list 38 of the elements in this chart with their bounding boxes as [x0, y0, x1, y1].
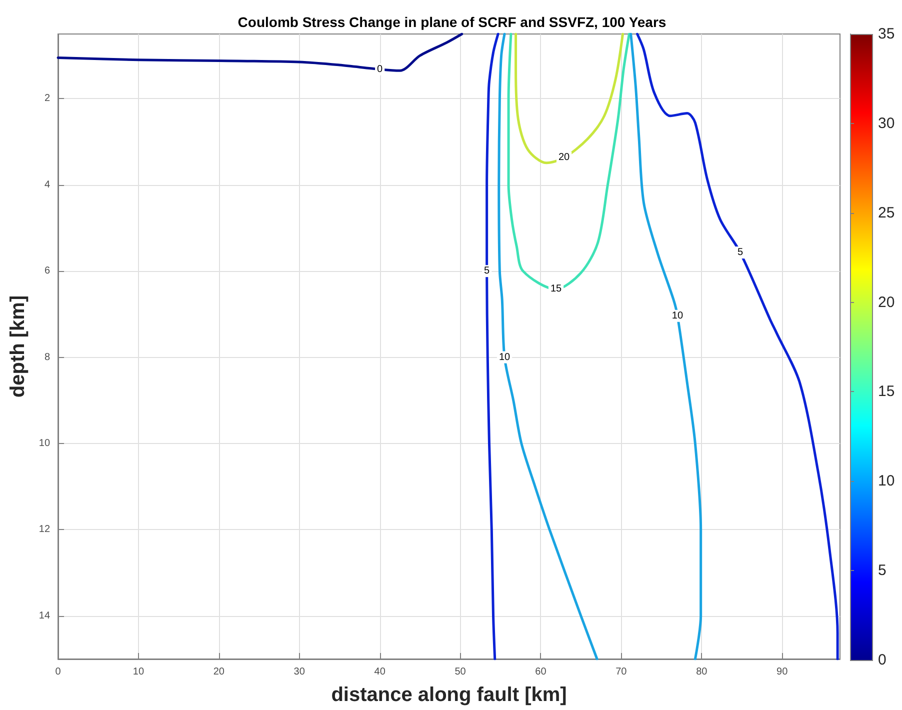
x-tick-label: 0: [55, 666, 62, 678]
series-label: 10: [672, 310, 684, 322]
y-tick-label: 2: [44, 93, 50, 104]
x-tick-label: 80: [696, 666, 708, 678]
y-axis-title: depth [km]: [7, 295, 29, 398]
color-bar-label: 15: [878, 383, 895, 400]
x-tick-label: 30: [294, 666, 306, 678]
chart-title: Coulomb Stress Change in plane of SCRF and SSVFZ, 100 Years: [238, 14, 666, 30]
y-tick-label: 12: [38, 524, 50, 536]
x-tick-label: 90: [776, 666, 788, 678]
series-label: 0: [377, 64, 384, 75]
line-series: [496, 32, 598, 660]
x-tick-label: 40: [374, 666, 386, 678]
color-bar-label: 20: [878, 294, 895, 311]
series-label: 5: [737, 247, 744, 258]
x-tick-label: 10: [132, 666, 144, 678]
x-axis-title: distance along fault [km]: [331, 684, 567, 706]
x-tick-label: 70: [616, 666, 628, 678]
color-bar-label: 25: [878, 204, 895, 222]
color-bar-label: 10: [878, 472, 895, 490]
x-tick-label: 60: [535, 666, 547, 678]
y-tick-label: 8: [44, 352, 50, 363]
series-label: 5: [484, 266, 490, 277]
y-tick-label: 14: [38, 610, 50, 622]
color-bar-label: 30: [878, 114, 895, 132]
series-label: 10: [498, 352, 511, 363]
line-series: [636, 32, 839, 660]
y-tick-label: 10: [38, 438, 50, 449]
y-tick-label: 6: [44, 266, 50, 277]
color-bar-label: 35: [878, 26, 895, 42]
x-tick-label: 20: [213, 666, 225, 678]
color-bar-label: 5: [878, 562, 886, 580]
line-series: [630, 32, 702, 660]
y-tick-label: 4: [44, 179, 50, 190]
series-label: 20: [558, 152, 570, 164]
line-series: [514, 32, 624, 164]
series-label: 15: [550, 284, 562, 295]
x-tick-label: 50: [454, 666, 466, 678]
